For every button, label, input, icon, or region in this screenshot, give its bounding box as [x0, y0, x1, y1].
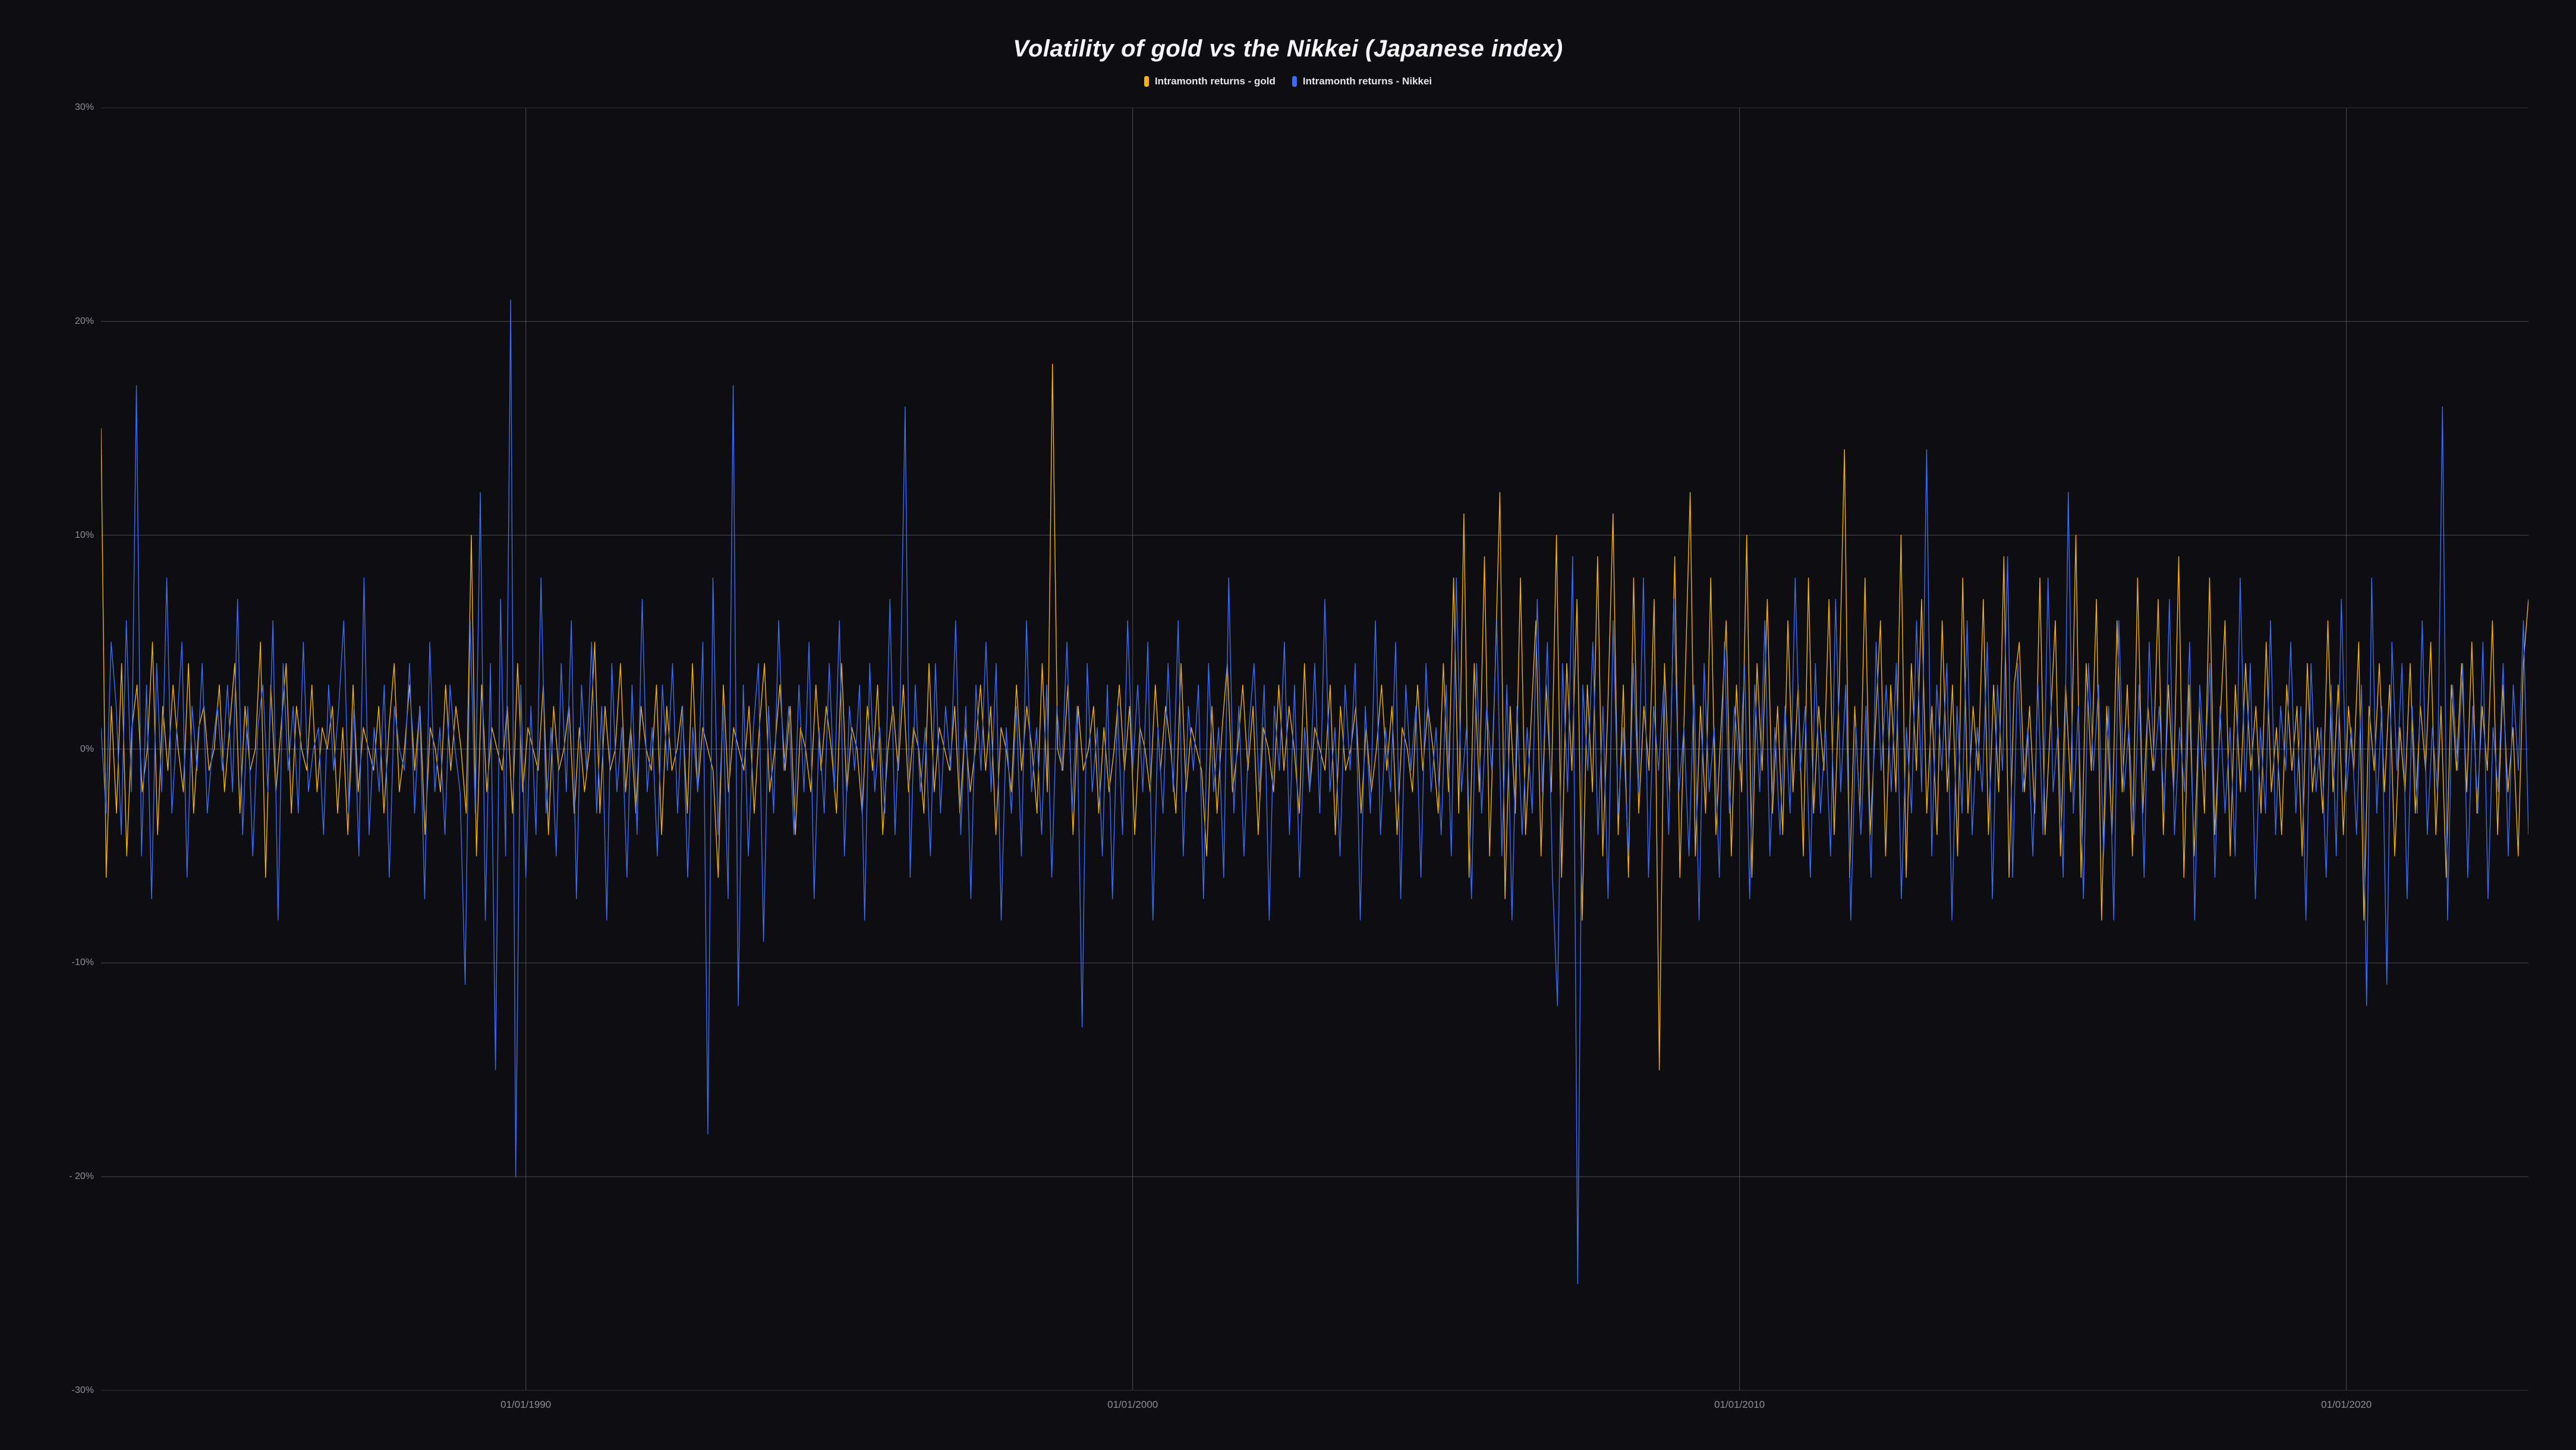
- y-tick-label: - 20%: [69, 1171, 94, 1182]
- legend-item-nikkei: Intramonth returns - Nikkei: [1292, 75, 1432, 87]
- plot: [101, 108, 2528, 1391]
- plot-svg: [101, 108, 2528, 1391]
- legend-swatch-nikkei: [1292, 76, 1297, 87]
- x-tick-label: 01/01/2010: [1714, 1399, 1765, 1411]
- y-tick-label: -10%: [72, 957, 94, 968]
- y-axis: 30%20%10%0%-10%- 20%-30%: [48, 108, 101, 1391]
- x-tick-label: 01/01/2000: [1107, 1399, 1158, 1411]
- legend-swatch-gold: [1144, 76, 1149, 87]
- chart-container: Volatility of gold vs the Nikkei (Japane…: [0, 0, 2576, 1450]
- legend-label-nikkei: Intramonth returns - Nikkei: [1303, 75, 1432, 87]
- x-axis: 01/01/1990 01/01/2000 01/01/2010 01/01/2020: [101, 1391, 2528, 1420]
- chart-title: Volatility of gold vs the Nikkei (Japane…: [48, 36, 2528, 62]
- legend: Intramonth returns - gold Intramonth ret…: [48, 75, 2528, 87]
- series-line: [101, 300, 2528, 1284]
- legend-item-gold: Intramonth returns - gold: [1144, 75, 1276, 87]
- chart-plot-area: 30%20%10%0%-10%- 20%-30%: [48, 108, 2528, 1391]
- y-tick-label: 10%: [75, 530, 94, 541]
- y-tick-label: -30%: [72, 1385, 94, 1396]
- y-tick-label: 20%: [75, 316, 94, 327]
- x-tick-label: 01/01/2020: [2321, 1399, 2372, 1411]
- y-tick-label: 0%: [80, 744, 94, 755]
- y-tick-label: 30%: [75, 102, 94, 113]
- x-tick-label: 01/01/1990: [500, 1399, 551, 1411]
- legend-label-gold: Intramonth returns - gold: [1155, 75, 1276, 87]
